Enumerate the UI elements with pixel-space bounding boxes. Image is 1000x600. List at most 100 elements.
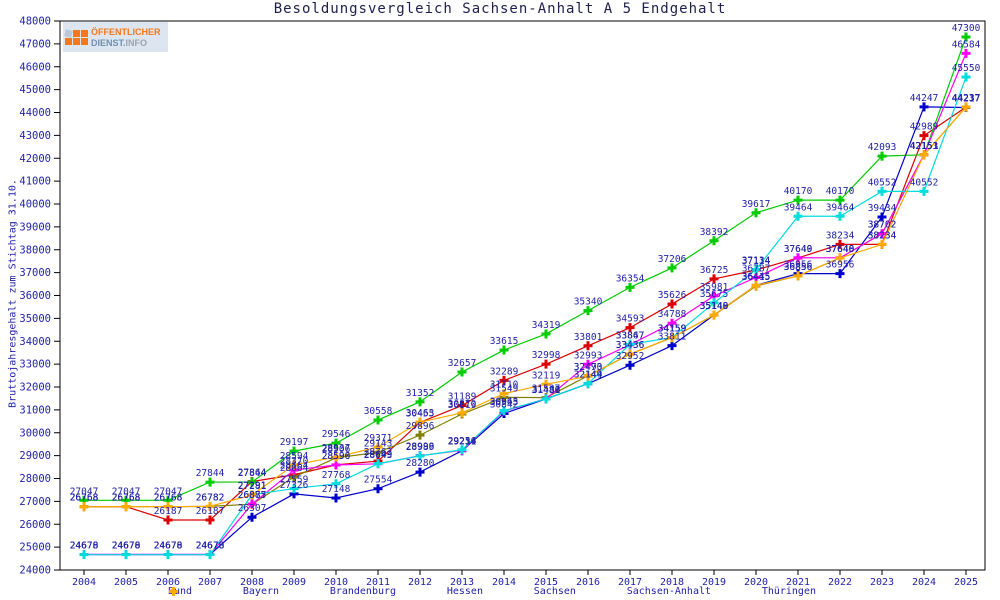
legend-label: Brandenburg <box>329 586 397 597</box>
x-tick-label: 2008 <box>240 577 264 588</box>
data-point-label: 24678 <box>154 540 183 551</box>
data-point-label: 26187 <box>196 506 225 517</box>
data-point-marker <box>205 515 215 525</box>
data-point-label: 40552 <box>868 177 897 188</box>
data-point-label: 36354 <box>616 273 645 284</box>
data-point-label: 28937 <box>322 443 351 454</box>
data-point-marker <box>751 272 761 282</box>
data-point-label: 42151 <box>910 141 939 152</box>
data-point-label: 33867 <box>616 330 645 341</box>
x-tick-label: 2022 <box>828 577 852 588</box>
data-point-marker <box>709 298 719 308</box>
logo-line2-info: INFO <box>125 38 148 48</box>
data-point-label: 35148 <box>700 301 729 312</box>
x-tick-label: 2011 <box>366 577 390 588</box>
data-point-marker <box>163 502 173 512</box>
data-point-label: 33801 <box>574 332 603 343</box>
series-labels-sachsen: 24678 24678 24678 24678 26885 28370 28590 28643… <box>70 39 981 551</box>
data-point-label: 27864 <box>238 468 267 479</box>
data-point-label: 35675 <box>700 289 729 300</box>
data-point-label: 28590 <box>322 451 351 462</box>
y-axis: 24000 25000 26000 27000 28000 29000 30000 31000… <box>19 16 60 577</box>
data-point-label: 37640 <box>826 244 855 255</box>
data-point-marker <box>961 48 971 58</box>
data-point-label: 42151 <box>910 141 939 152</box>
x-tick-label: 2007 <box>198 577 222 588</box>
data-point-label: 30870 <box>448 399 477 410</box>
data-point-marker <box>79 495 89 505</box>
data-point-label: 26885 <box>238 490 267 501</box>
data-point-marker <box>247 477 257 487</box>
data-point-label: 34159 <box>658 324 687 335</box>
data-point-label: 27148 <box>322 484 351 495</box>
data-point-label: 29896 <box>406 421 435 432</box>
data-point-label: 39464 <box>826 202 855 213</box>
y-tick-label: 39000 <box>19 221 51 233</box>
data-point-label: 35626 <box>658 290 687 301</box>
data-point-marker <box>583 341 593 351</box>
legend-item-sachsen: Sachsen <box>169 586 576 597</box>
series-thüringen <box>79 102 971 512</box>
data-point-marker <box>961 72 971 82</box>
data-point-label: 27047 <box>112 486 141 497</box>
data-point-label: 34159 <box>658 324 687 335</box>
data-point-label: 27291 <box>238 481 267 492</box>
data-point-marker <box>751 280 761 290</box>
data-point-marker <box>961 32 971 42</box>
data-point-marker <box>121 550 131 560</box>
data-point-marker <box>415 430 425 440</box>
data-point-label: 24670 <box>154 541 183 552</box>
y-tick-label: 28000 <box>19 473 51 485</box>
data-point-label: 28649 <box>364 450 393 461</box>
series-sachsen-anhalt <box>79 72 971 560</box>
data-point-label: 30842 <box>490 399 519 410</box>
y-tick-label: 32000 <box>19 382 51 394</box>
data-point-label: 30558 <box>364 406 393 417</box>
data-point-marker <box>415 451 425 461</box>
data-point-label: 30463 <box>406 408 435 419</box>
logo-text: ÖFFENTLICHER DIENST.INFO <box>91 26 161 48</box>
data-point-label: 28998 <box>406 442 435 453</box>
data-point-marker <box>79 502 89 512</box>
data-point-marker <box>205 550 215 560</box>
data-point-label: 32144 <box>574 370 603 381</box>
data-point-label: 37134 <box>742 256 771 267</box>
series-labels-bayern: 27047 27047 27047 27844 27844 29197 29546 30558… <box>70 23 981 497</box>
y-tick-label: 24000 <box>19 565 51 577</box>
y-tick-label: 46000 <box>19 61 51 73</box>
y-tick-label: 26000 <box>19 519 51 531</box>
data-point-label: 37206 <box>658 254 687 265</box>
data-point-label: 44237 <box>952 93 981 104</box>
data-point-label: 35340 <box>574 297 603 308</box>
data-point-marker <box>289 472 299 482</box>
data-point-label: 24670 <box>70 541 99 552</box>
data-point-label: 36956 <box>784 260 813 271</box>
data-point-label: 31189 <box>448 392 477 403</box>
data-point-label: 36725 <box>700 265 729 276</box>
y-tick-label: 43000 <box>19 130 51 142</box>
data-point-label: 30455 <box>406 408 435 419</box>
series-bund <box>79 102 971 525</box>
data-point-label: 29214 <box>448 437 477 448</box>
data-point-marker <box>667 299 677 309</box>
data-point-marker <box>289 465 299 475</box>
x-tick-label: 2005 <box>114 577 138 588</box>
y-tick-label: 31000 <box>19 404 51 416</box>
series-labels-sachsen-anhalt: 24670 24670 24670 24670 27291 27559 27768 28649… <box>70 63 981 552</box>
data-point-label: 32952 <box>616 351 645 362</box>
data-point-label: 28643 <box>364 450 393 461</box>
data-point-label: 26768 <box>112 493 141 504</box>
data-point-label: 26782 <box>196 492 225 503</box>
data-point-label: 42151 <box>910 141 939 152</box>
x-axis: 2004 2005 2006 2007 2008 2009 2010 2011 2012 2013… <box>72 570 978 588</box>
data-point-label: 27844 <box>196 468 225 479</box>
data-point-label: 39434 <box>868 203 897 214</box>
data-point-marker <box>289 446 299 456</box>
data-point-marker <box>205 477 215 487</box>
data-point-marker <box>835 211 845 221</box>
data-point-label: 29371 <box>364 433 393 444</box>
x-tick-label: 2021 <box>786 577 810 588</box>
data-point-label: 32149 <box>574 370 603 381</box>
data-point-marker <box>247 490 257 500</box>
x-tick-label: 2020 <box>744 577 768 588</box>
